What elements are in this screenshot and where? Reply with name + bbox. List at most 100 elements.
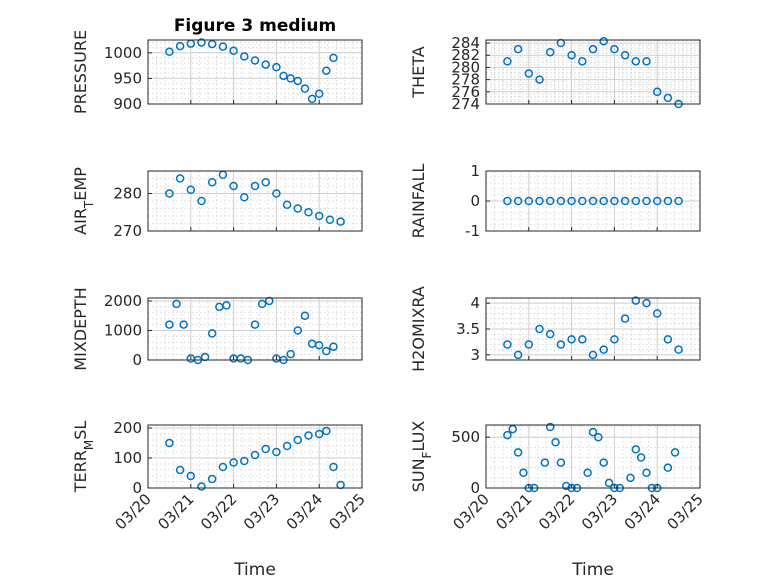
data-point	[304, 431, 313, 440]
y-axis-label-part: T	[82, 200, 96, 209]
y-tick-label: 282	[451, 46, 480, 64]
y-axis-label-part: PRESSURE	[71, 30, 90, 114]
data-point	[583, 468, 592, 478]
data-point	[535, 75, 544, 84]
data-point	[207, 329, 217, 338]
y-axis-label: H2OMIXRA	[409, 286, 428, 372]
subplot-pressure: 900 950 1000 PRESSURE	[71, 30, 363, 114]
y-tick-label: 280	[113, 185, 142, 203]
data-point	[588, 44, 598, 54]
data-point	[631, 196, 641, 206]
data-point	[642, 468, 651, 478]
x-axis-label: Time	[571, 560, 614, 580]
data-point	[545, 47, 555, 57]
y-axis-label-part: THETA	[409, 46, 428, 98]
data-point	[240, 456, 249, 466]
figure-title: Figure 3 medium	[174, 16, 336, 36]
y-tick-label: 274	[451, 95, 480, 113]
y-axis-label-part: TERR	[71, 450, 90, 493]
data-point	[670, 448, 680, 457]
data-point	[524, 196, 534, 206]
data-point	[307, 339, 317, 349]
data-point	[261, 178, 270, 187]
y-axis-label: TERRMSL	[71, 421, 96, 494]
data-point	[165, 47, 174, 57]
data-point	[513, 44, 523, 54]
data-point	[524, 69, 534, 78]
subplot-mixdepth: 0 1000 2000 MIXDEPTH	[71, 287, 363, 371]
data-point	[562, 481, 571, 491]
data-point	[556, 196, 566, 206]
data-point	[631, 57, 641, 66]
x-tick-label: 03/24	[621, 490, 664, 533]
data-point	[567, 50, 576, 60]
y-tick-label: 276	[451, 83, 480, 101]
y-tick-label: 100	[113, 449, 142, 467]
data-point	[545, 422, 555, 432]
y-tick-label: 3	[470, 346, 480, 364]
data-point	[503, 196, 512, 206]
data-point	[282, 200, 292, 209]
data-point	[175, 465, 185, 475]
data-point	[663, 463, 673, 472]
x-tick-label: 03/23	[240, 490, 283, 533]
x-axis-label: Time	[233, 560, 276, 580]
data-point	[293, 76, 303, 86]
y-axis-label: RAINFALL	[409, 164, 428, 239]
x-tick-label: 03/24	[283, 490, 326, 533]
data-point	[636, 453, 646, 462]
data-point	[265, 296, 274, 306]
data-point	[642, 196, 651, 206]
data-point	[314, 89, 324, 99]
data-point	[165, 189, 174, 198]
data-point	[261, 60, 270, 69]
axes-box	[485, 424, 701, 489]
y-axis-label-part: RAINFALL	[409, 164, 428, 239]
data-point	[175, 41, 185, 51]
data-point	[642, 57, 651, 66]
data-point	[674, 196, 683, 206]
y-tick-label: 1	[470, 162, 480, 180]
data-point	[200, 352, 210, 362]
data-point	[240, 193, 249, 202]
data-point	[540, 458, 550, 467]
y-tick-label: 3.5	[456, 320, 480, 338]
y-axis-label-part: AIR	[71, 208, 90, 235]
data-point	[652, 196, 662, 206]
data-point	[186, 185, 196, 194]
data-point	[567, 196, 576, 206]
data-point	[218, 170, 228, 179]
data-point	[642, 298, 651, 308]
data-point	[663, 335, 673, 344]
data-point	[236, 354, 245, 363]
data-point	[229, 181, 238, 191]
data-point	[286, 349, 295, 359]
y-tick-label: 280	[451, 58, 480, 76]
data-point	[599, 458, 608, 467]
data-point	[626, 473, 635, 483]
data-point	[674, 345, 683, 354]
y-tick-label: 0	[470, 192, 480, 210]
subplot-h2omixra: 3 3.5 4 H2OMIXRA	[409, 286, 701, 372]
data-point	[513, 448, 523, 457]
data-point	[599, 196, 608, 206]
data-point	[272, 62, 281, 72]
y-axis-label: PRESSURE	[71, 30, 90, 114]
data-point	[222, 301, 231, 310]
axes-box	[147, 170, 363, 232]
data-point	[322, 426, 331, 436]
y-axis-label: AIRTEMP	[71, 167, 96, 235]
data-point	[293, 326, 303, 335]
data-point	[314, 340, 324, 350]
data-point	[588, 350, 598, 360]
data-point	[272, 447, 281, 457]
data-point	[513, 350, 523, 360]
data-point	[314, 429, 324, 439]
y-tick-label: 1000	[104, 321, 142, 339]
y-tick-label: 950	[113, 69, 142, 87]
subplot-air_temp: 270 280 AIRTEMP	[71, 167, 363, 240]
x-tick-label: 03/22	[197, 490, 240, 533]
x-tick-label: 03/25	[664, 490, 707, 533]
data-point	[556, 458, 566, 467]
